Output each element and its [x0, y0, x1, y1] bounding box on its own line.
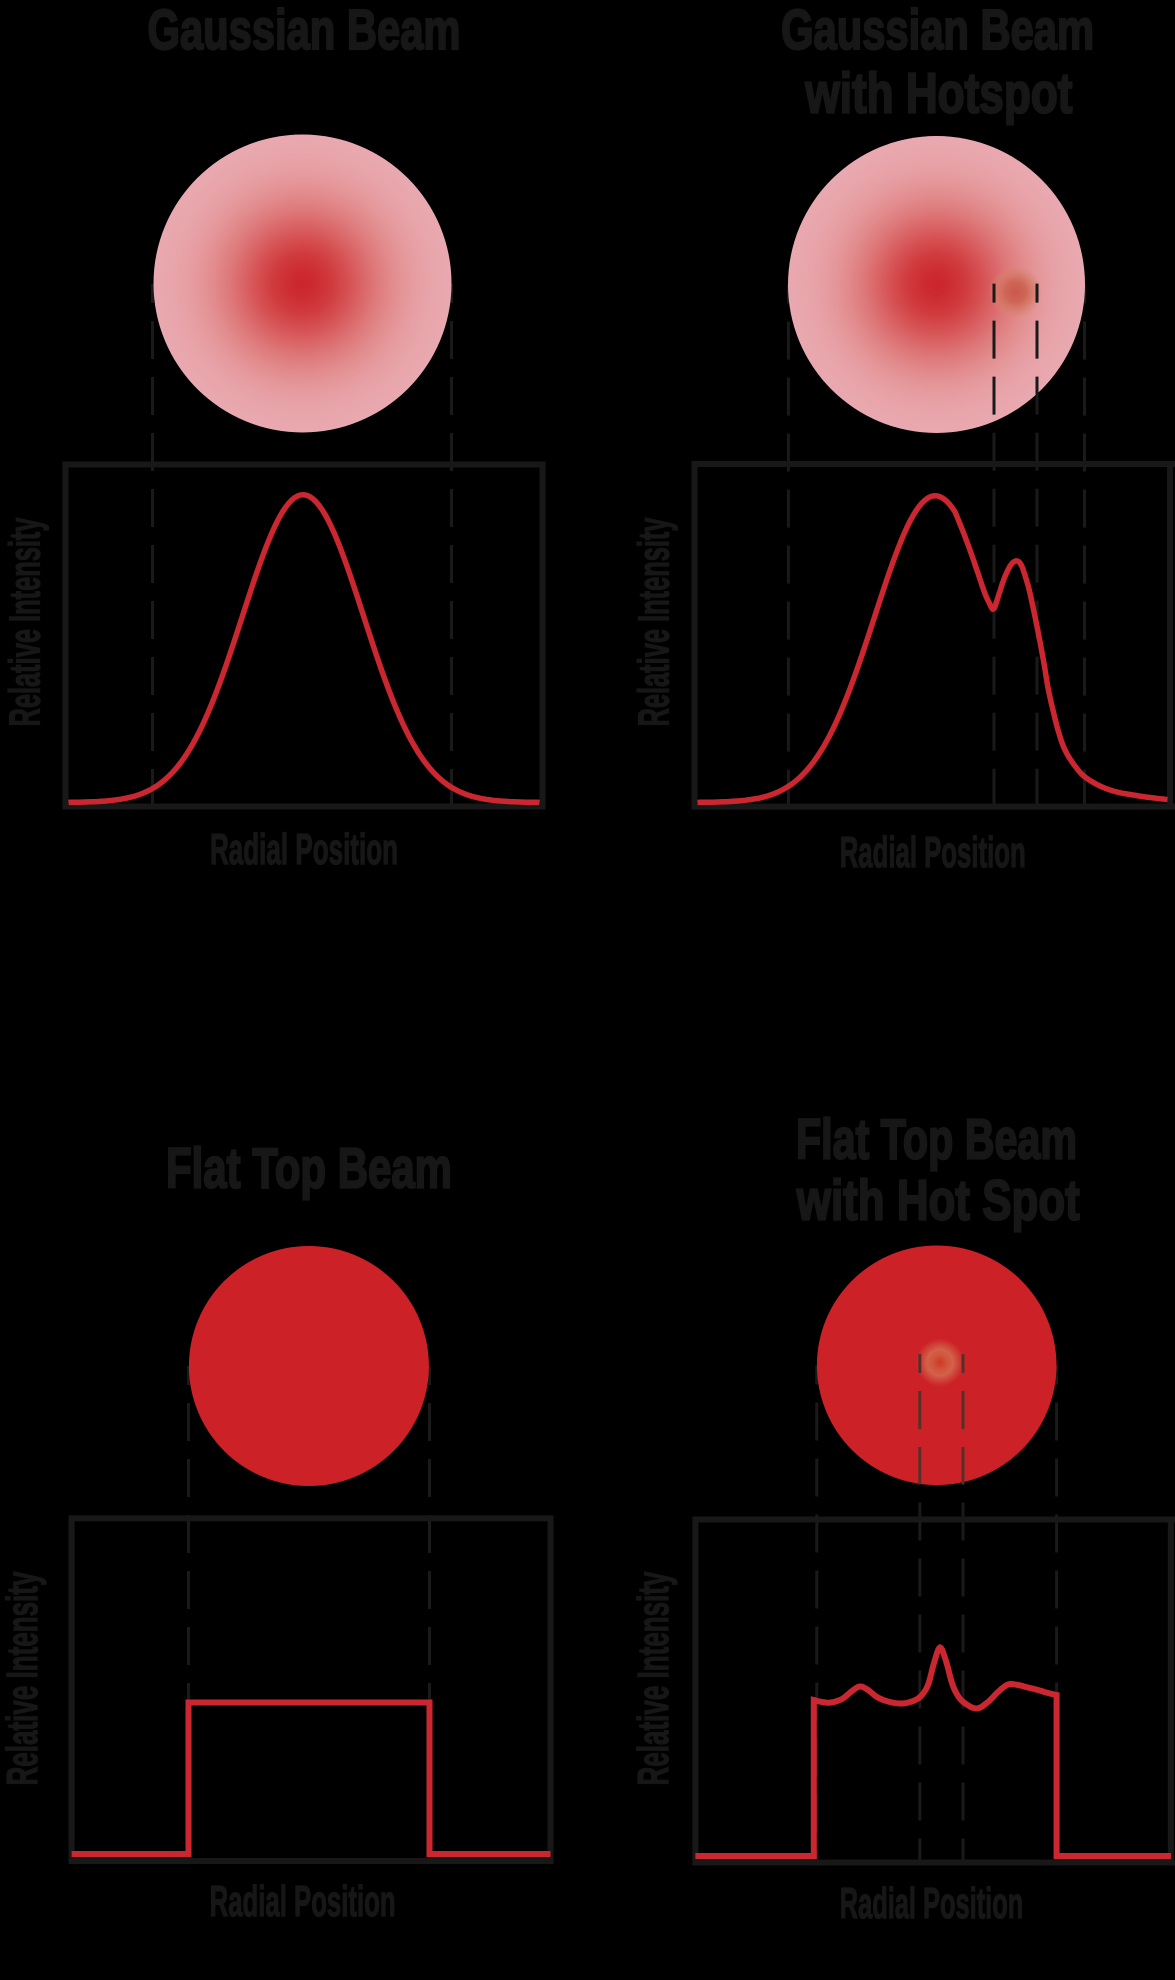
svg-text:Gaussian Beam: Gaussian Beam [148, 0, 461, 61]
svg-text:Radial Position: Radial Position [840, 828, 1026, 877]
svg-text:Radial Position: Radial Position [210, 1877, 396, 1926]
svg-text:Flat Top Beam: Flat Top Beam [166, 1136, 452, 1199]
svg-text:Relative Intensity: Relative Intensity [630, 517, 679, 726]
svg-text:with Hotspot: with Hotspot [805, 62, 1073, 125]
svg-text:Relative Intensity: Relative Intensity [629, 1571, 678, 1785]
svg-text:with Hot Spot: with Hot Spot [796, 1168, 1080, 1231]
svg-text:Radial Position: Radial Position [840, 1879, 1024, 1928]
svg-text:Relative Intensity: Relative Intensity [0, 517, 49, 726]
svg-text:Gaussian Beam: Gaussian Beam [781, 0, 1094, 61]
svg-text:Relative Intensity: Relative Intensity [0, 1571, 47, 1785]
svg-text:Radial Position: Radial Position [210, 825, 398, 874]
svg-text:Flat Top Beam: Flat Top Beam [796, 1107, 1077, 1170]
